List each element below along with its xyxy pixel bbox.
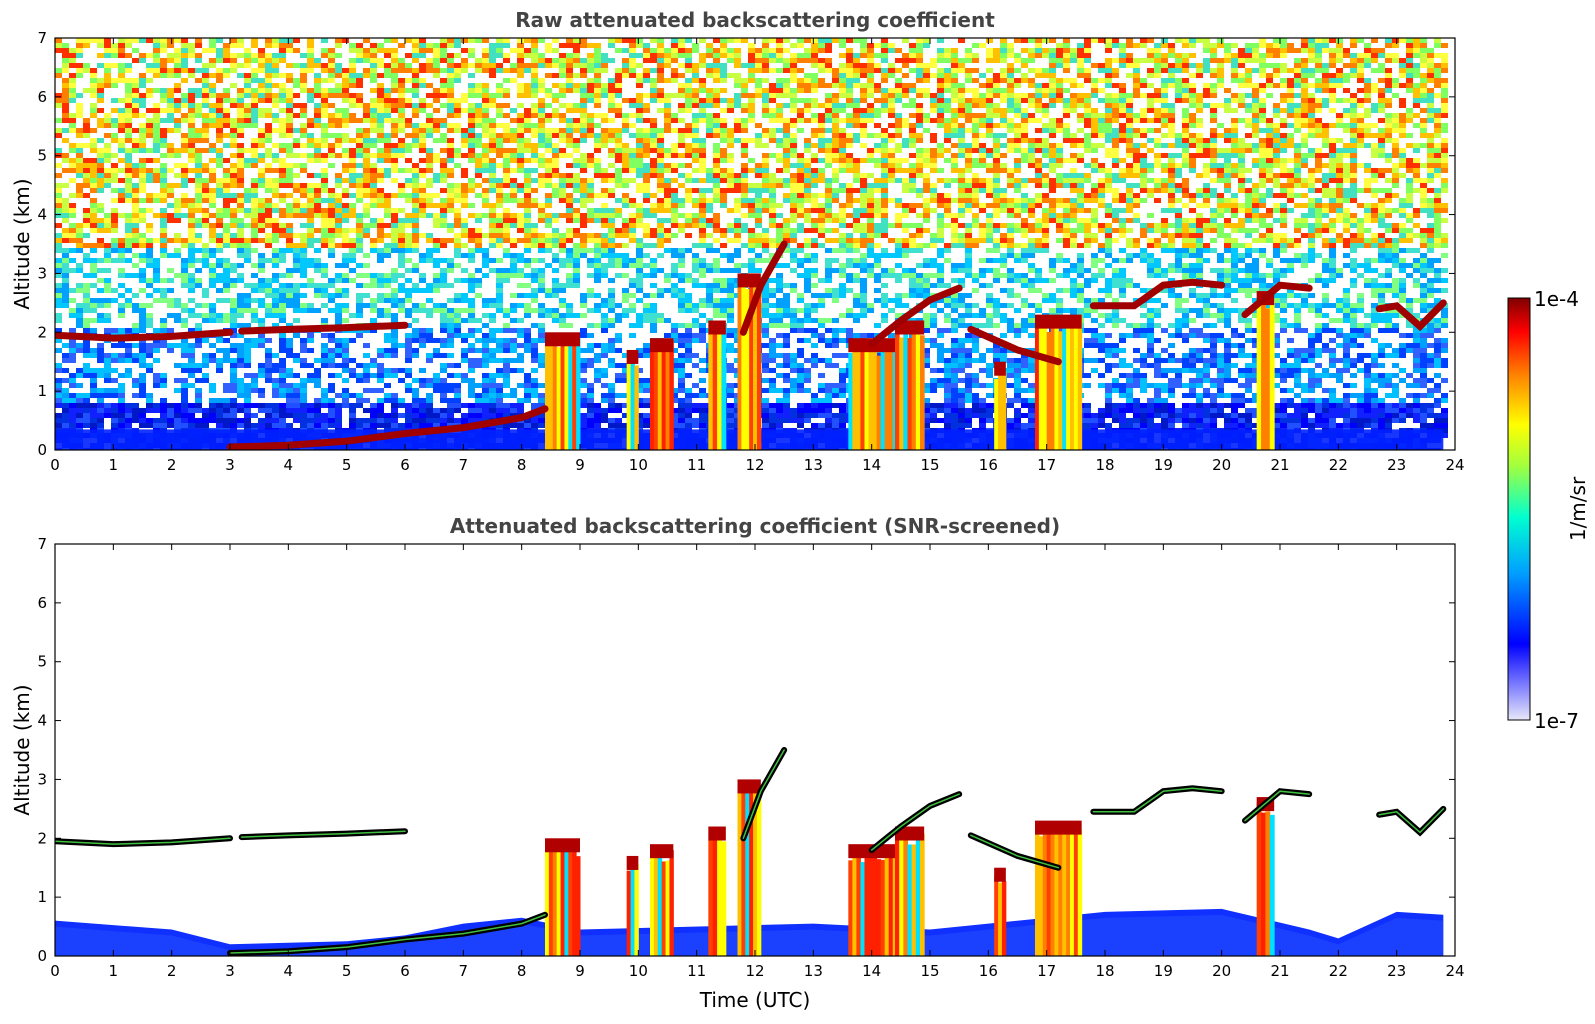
panel-title: Attenuated backscattering coefficient (S… bbox=[450, 514, 1060, 538]
x-tick-label: 0 bbox=[50, 962, 60, 980]
y-tick-label: 6 bbox=[37, 594, 47, 612]
x-tick-label: 9 bbox=[575, 456, 585, 474]
colorbar-gradient bbox=[1508, 298, 1530, 720]
y-tick-label: 0 bbox=[37, 947, 47, 965]
x-tick-label: 14 bbox=[862, 456, 881, 474]
y-tick-label: 3 bbox=[37, 264, 47, 282]
x-tick-label: 10 bbox=[629, 962, 648, 980]
x-tick-label: 24 bbox=[1445, 456, 1464, 474]
y-tick-label: 0 bbox=[37, 441, 47, 459]
y-tick-label: 4 bbox=[37, 206, 47, 224]
x-tick-label: 1 bbox=[109, 456, 119, 474]
x-tick-label: 21 bbox=[1270, 456, 1289, 474]
x-tick-label: 13 bbox=[804, 456, 823, 474]
x-tick-label: 18 bbox=[1095, 962, 1114, 980]
x-tick-label: 23 bbox=[1387, 962, 1406, 980]
heatmap-area bbox=[55, 38, 1448, 468]
x-tick-label: 22 bbox=[1329, 456, 1348, 474]
x-tick-label: 18 bbox=[1095, 456, 1114, 474]
x-tick-label: 2 bbox=[167, 456, 177, 474]
y-axis-label: Altitude (km) bbox=[10, 684, 34, 815]
y-tick-label: 5 bbox=[37, 147, 47, 165]
x-tick-label: 24 bbox=[1445, 962, 1464, 980]
x-tick-label: 4 bbox=[284, 962, 294, 980]
x-tick-label: 6 bbox=[400, 962, 410, 980]
x-tick-label: 17 bbox=[1037, 456, 1056, 474]
x-tick-label: 4 bbox=[284, 456, 294, 474]
x-tick-label: 15 bbox=[920, 456, 939, 474]
x-tick-label: 7 bbox=[459, 456, 469, 474]
colorbar-unit-label: 1/m/sr bbox=[1566, 476, 1590, 541]
y-tick-label: 1 bbox=[37, 382, 47, 400]
x-tick-label: 11 bbox=[687, 962, 706, 980]
x-tick-label: 15 bbox=[920, 962, 939, 980]
x-tick-label: 16 bbox=[979, 456, 998, 474]
screened-field bbox=[55, 750, 1443, 974]
colorbar-max-label: 1e-4 bbox=[1534, 287, 1579, 311]
x-tick-label: 10 bbox=[629, 456, 648, 474]
x-tick-label: 0 bbox=[50, 456, 60, 474]
heatmap-area bbox=[55, 750, 1443, 974]
y-tick-label: 7 bbox=[37, 29, 47, 47]
colorbar: 1e-4 1e-7 1/m/sr bbox=[1508, 287, 1590, 733]
y-tick-label: 1 bbox=[37, 888, 47, 906]
y-tick-label: 2 bbox=[37, 829, 47, 847]
x-axis-label: Time (UTC) bbox=[699, 988, 811, 1012]
x-tick-label: 5 bbox=[342, 456, 352, 474]
y-tick-label: 6 bbox=[37, 88, 47, 106]
x-tick-label: 7 bbox=[459, 962, 469, 980]
layer-cloud-21h bbox=[1245, 791, 1309, 820]
x-tick-label: 20 bbox=[1212, 962, 1231, 980]
x-tick-label: 17 bbox=[1037, 962, 1056, 980]
x-tick-label: 12 bbox=[745, 962, 764, 980]
x-tick-label: 1 bbox=[109, 962, 119, 980]
panel-title: Raw attenuated backscattering coefficien… bbox=[515, 8, 995, 32]
x-tick-label: 2 bbox=[167, 962, 177, 980]
panel-screened: Attenuated backscattering coefficient (S… bbox=[10, 514, 1465, 1012]
x-tick-label: 8 bbox=[517, 962, 527, 980]
colorbar-min-label: 1e-7 bbox=[1534, 709, 1579, 733]
y-tick-label: 3 bbox=[37, 770, 47, 788]
y-tick-label: 7 bbox=[37, 535, 47, 553]
layer-cloud-14h bbox=[872, 794, 960, 850]
x-tick-label: 5 bbox=[342, 962, 352, 980]
x-tick-label: 14 bbox=[862, 962, 881, 980]
x-tick-label: 11 bbox=[687, 456, 706, 474]
x-tick-label: 23 bbox=[1387, 456, 1406, 474]
panel-raw: Raw attenuated backscattering coefficien… bbox=[10, 8, 1465, 474]
y-axis-label: Altitude (km) bbox=[10, 178, 34, 309]
layer-cloud-18h bbox=[1093, 788, 1221, 812]
x-tick-label: 16 bbox=[979, 962, 998, 980]
y-tick-label: 5 bbox=[37, 653, 47, 671]
x-tick-label: 6 bbox=[400, 456, 410, 474]
x-tick-label: 12 bbox=[745, 456, 764, 474]
x-tick-label: 22 bbox=[1329, 962, 1348, 980]
x-tick-label: 3 bbox=[225, 456, 235, 474]
y-tick-label: 4 bbox=[37, 712, 47, 730]
x-tick-label: 8 bbox=[517, 456, 527, 474]
x-tick-label: 21 bbox=[1270, 962, 1289, 980]
x-tick-label: 19 bbox=[1154, 962, 1173, 980]
x-tick-label: 9 bbox=[575, 962, 585, 980]
x-tick-label: 13 bbox=[804, 962, 823, 980]
x-tick-label: 3 bbox=[225, 962, 235, 980]
y-tick-label: 2 bbox=[37, 323, 47, 341]
x-tick-label: 19 bbox=[1154, 456, 1173, 474]
x-tick-label: 20 bbox=[1212, 456, 1231, 474]
